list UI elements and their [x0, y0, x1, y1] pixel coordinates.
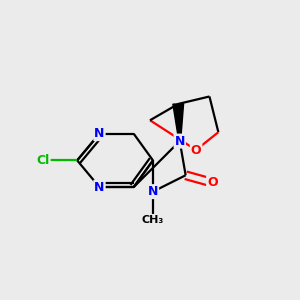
Text: O: O [191, 143, 201, 157]
Text: N: N [175, 135, 185, 148]
Text: N: N [148, 185, 158, 198]
Text: N: N [94, 127, 105, 140]
Polygon shape [173, 104, 184, 141]
Text: CH₃: CH₃ [142, 215, 164, 225]
Text: N: N [94, 181, 105, 194]
Text: Cl: Cl [36, 154, 50, 167]
Text: O: O [207, 176, 218, 189]
